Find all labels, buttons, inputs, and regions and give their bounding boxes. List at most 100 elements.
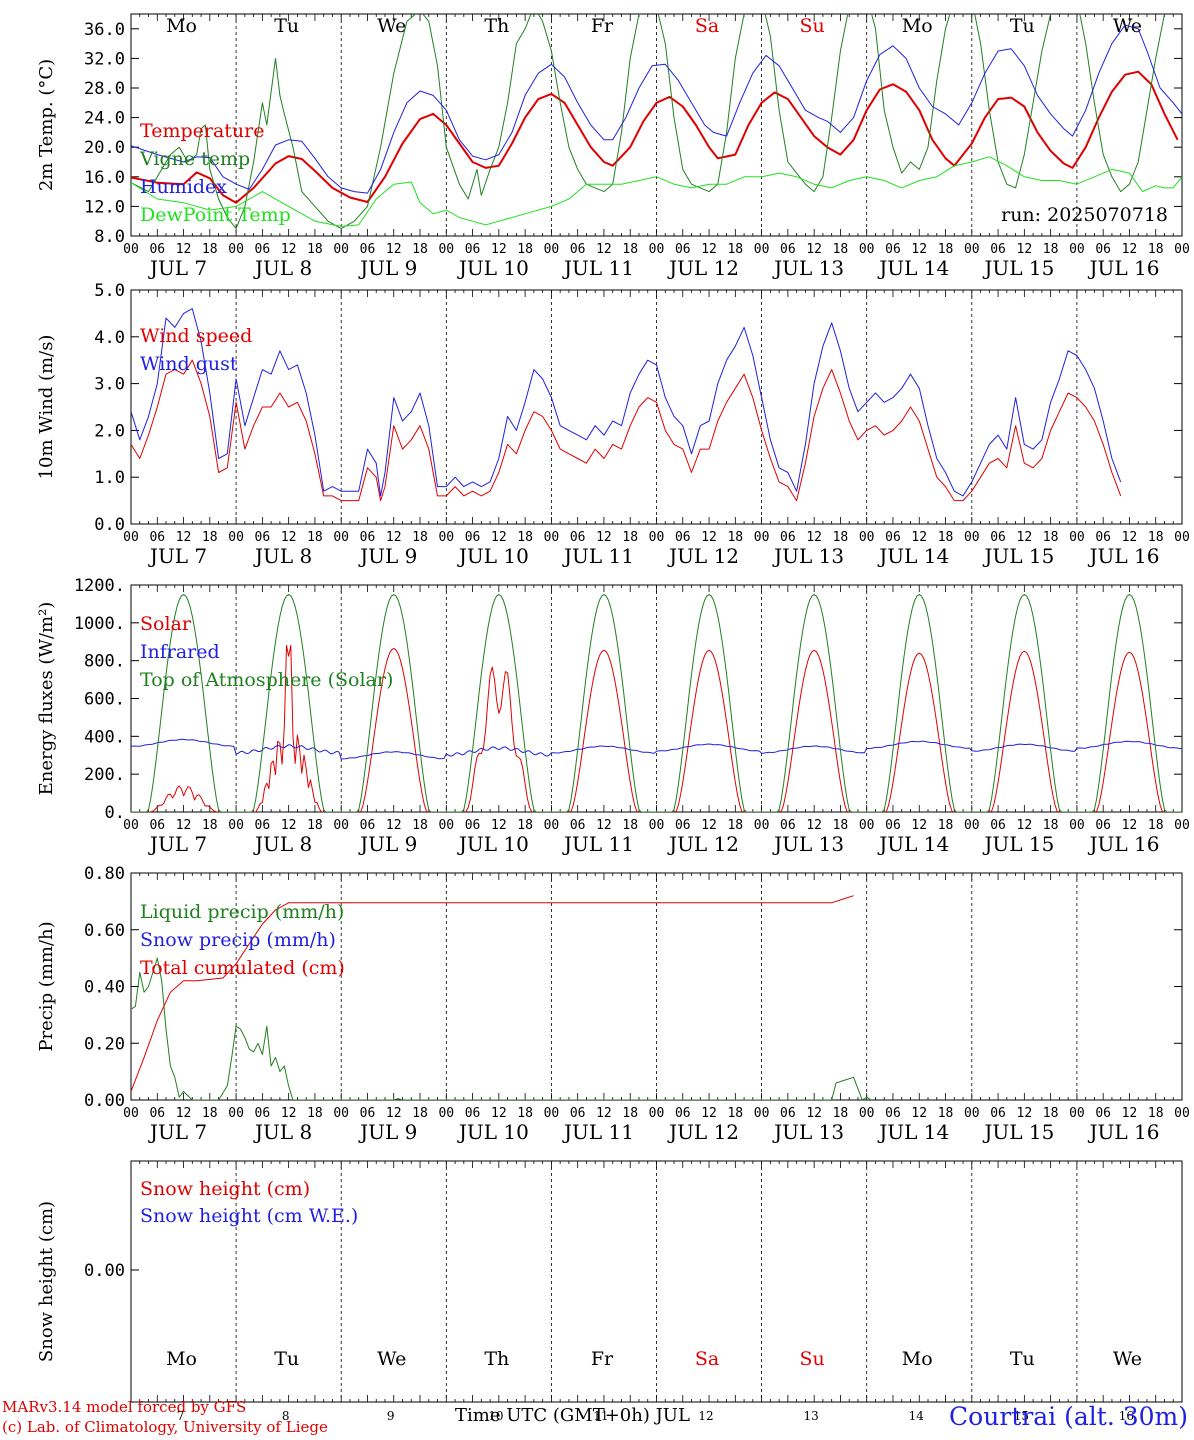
y-tick-label: 3.0 <box>94 375 125 395</box>
hour-tick-label: 00 <box>1174 242 1190 257</box>
hour-tick-label: 18 <box>412 530 428 545</box>
hour-tick-label: 00 <box>123 1106 139 1121</box>
hour-tick-label: 06 <box>255 530 271 545</box>
hour-tick-label: 18 <box>412 1106 428 1121</box>
y-tick-label: 0.40 <box>84 978 125 998</box>
hour-tick-label: 00 <box>1069 242 1085 257</box>
hour-tick-label: 12 <box>806 1106 822 1121</box>
date-label: JUL 11 <box>562 256 634 280</box>
hour-tick-label: 00 <box>333 818 349 833</box>
y-tick-label: 12.0 <box>84 197 125 217</box>
hour-tick-label: 12 <box>911 1106 927 1121</box>
series-line-wind-speed <box>131 359 1122 502</box>
hour-tick-label: 00 <box>754 530 770 545</box>
series-line-humidex <box>131 24 1182 194</box>
hour-tick-label: 06 <box>360 242 376 257</box>
legend-entry: Total cumulated (cm) <box>140 957 345 979</box>
hour-tick-label: 12 <box>491 530 507 545</box>
date-label: JUL 10 <box>457 544 529 568</box>
y-tick-label: 0.00 <box>84 1091 125 1111</box>
hour-tick-label: 12 <box>1122 242 1138 257</box>
hour-tick-label: 18 <box>727 530 743 545</box>
hour-tick-label: 00 <box>649 530 665 545</box>
hour-tick-label: 12 <box>806 242 822 257</box>
hour-tick-label: 18 <box>307 242 323 257</box>
hour-tick-label: 12 <box>281 530 297 545</box>
hour-tick-label: 18 <box>307 818 323 833</box>
hour-tick-label: 18 <box>517 242 533 257</box>
weekday-label: We <box>377 1348 406 1370</box>
hour-tick-label: 06 <box>1095 530 1111 545</box>
y-tick-label: 400. <box>84 727 125 747</box>
hour-tick-label: 00 <box>438 242 454 257</box>
hour-tick-label: 06 <box>1095 1106 1111 1121</box>
y-tick-label: 32.0 <box>84 49 125 69</box>
y-tick-label: 200. <box>84 765 125 785</box>
y-axis-title: 2m Temp. (°C) <box>36 59 57 191</box>
hour-tick-label: 18 <box>412 242 428 257</box>
date-label: JUL 13 <box>772 832 844 856</box>
date-label: JUL 12 <box>667 832 739 856</box>
hour-tick-label: 00 <box>649 1106 665 1121</box>
hour-tick-label: 18 <box>1043 818 1059 833</box>
hour-tick-label: 06 <box>149 1106 165 1121</box>
weekday-label: Tu <box>1010 1348 1035 1370</box>
hour-tick-label: 12 <box>596 1106 612 1121</box>
y-tick-label: 2.0 <box>94 421 125 441</box>
hour-tick-label: 12 <box>596 242 612 257</box>
legend-entry: Humidex <box>140 176 227 198</box>
hour-tick-label: 18 <box>202 1106 218 1121</box>
y-tick-label: 0.60 <box>84 921 125 941</box>
series-line-solar <box>131 645 1182 812</box>
hour-tick-label: 00 <box>1174 1106 1190 1121</box>
hour-tick-label: 12 <box>701 530 717 545</box>
series-line-infrared <box>131 738 1182 760</box>
hour-tick-label: 18 <box>517 818 533 833</box>
y-tick-label: 5.0 <box>94 281 125 301</box>
hour-tick-label: 12 <box>386 242 402 257</box>
date-label: JUL 15 <box>982 256 1054 280</box>
hour-tick-label: 12 <box>806 530 822 545</box>
weekday-label: We <box>377 15 406 37</box>
hour-tick-label: 12 <box>176 242 192 257</box>
hour-tick-label: 12 <box>911 530 927 545</box>
hour-tick-label: 00 <box>333 1106 349 1121</box>
hour-tick-label: 06 <box>990 242 1006 257</box>
hour-tick-label: 00 <box>859 818 875 833</box>
hour-tick-label: 06 <box>360 818 376 833</box>
day-number-label: 13 <box>804 1409 819 1423</box>
hour-tick-label: 12 <box>701 1106 717 1121</box>
legend-entry: DewPoint Temp <box>140 204 291 226</box>
day-number-label: 11 <box>593 1409 608 1423</box>
weekday-label: Mo <box>166 15 197 37</box>
hour-tick-label: 18 <box>833 242 849 257</box>
weekday-label: Fr <box>591 1348 614 1370</box>
series-line-dewpoint-temp <box>131 156 1182 227</box>
hour-tick-label: 06 <box>570 1106 586 1121</box>
hour-tick-label: 00 <box>123 818 139 833</box>
hour-tick-label: 06 <box>885 530 901 545</box>
series-line-liquid-precip-mm-h- <box>131 957 872 1100</box>
series-group <box>131 14 1182 230</box>
hour-tick-label: 18 <box>202 530 218 545</box>
hour-tick-label: 00 <box>1069 818 1085 833</box>
hour-tick-label: 18 <box>517 1106 533 1121</box>
hour-tick-label: 06 <box>255 818 271 833</box>
hour-tick-label: 00 <box>228 818 244 833</box>
weekday-label: Mo <box>166 1348 197 1370</box>
hour-tick-label: 18 <box>412 818 428 833</box>
hour-tick-label: 12 <box>281 1106 297 1121</box>
hour-tick-label: 12 <box>176 818 192 833</box>
date-label: JUL 13 <box>772 256 844 280</box>
date-label: JUL 9 <box>358 256 417 280</box>
date-label: JUL 14 <box>877 1120 949 1144</box>
hour-tick-label: 12 <box>806 818 822 833</box>
date-label: JUL 8 <box>253 544 312 568</box>
y-tick-label: 1.0 <box>94 468 125 488</box>
day-number-label: 16 <box>1119 1409 1134 1423</box>
hour-tick-label: 06 <box>360 530 376 545</box>
y-tick-label: 0.0 <box>94 515 125 535</box>
series-line-wind-gust <box>131 308 1122 497</box>
hour-tick-label: 06 <box>465 242 481 257</box>
hour-tick-label: 00 <box>859 530 875 545</box>
